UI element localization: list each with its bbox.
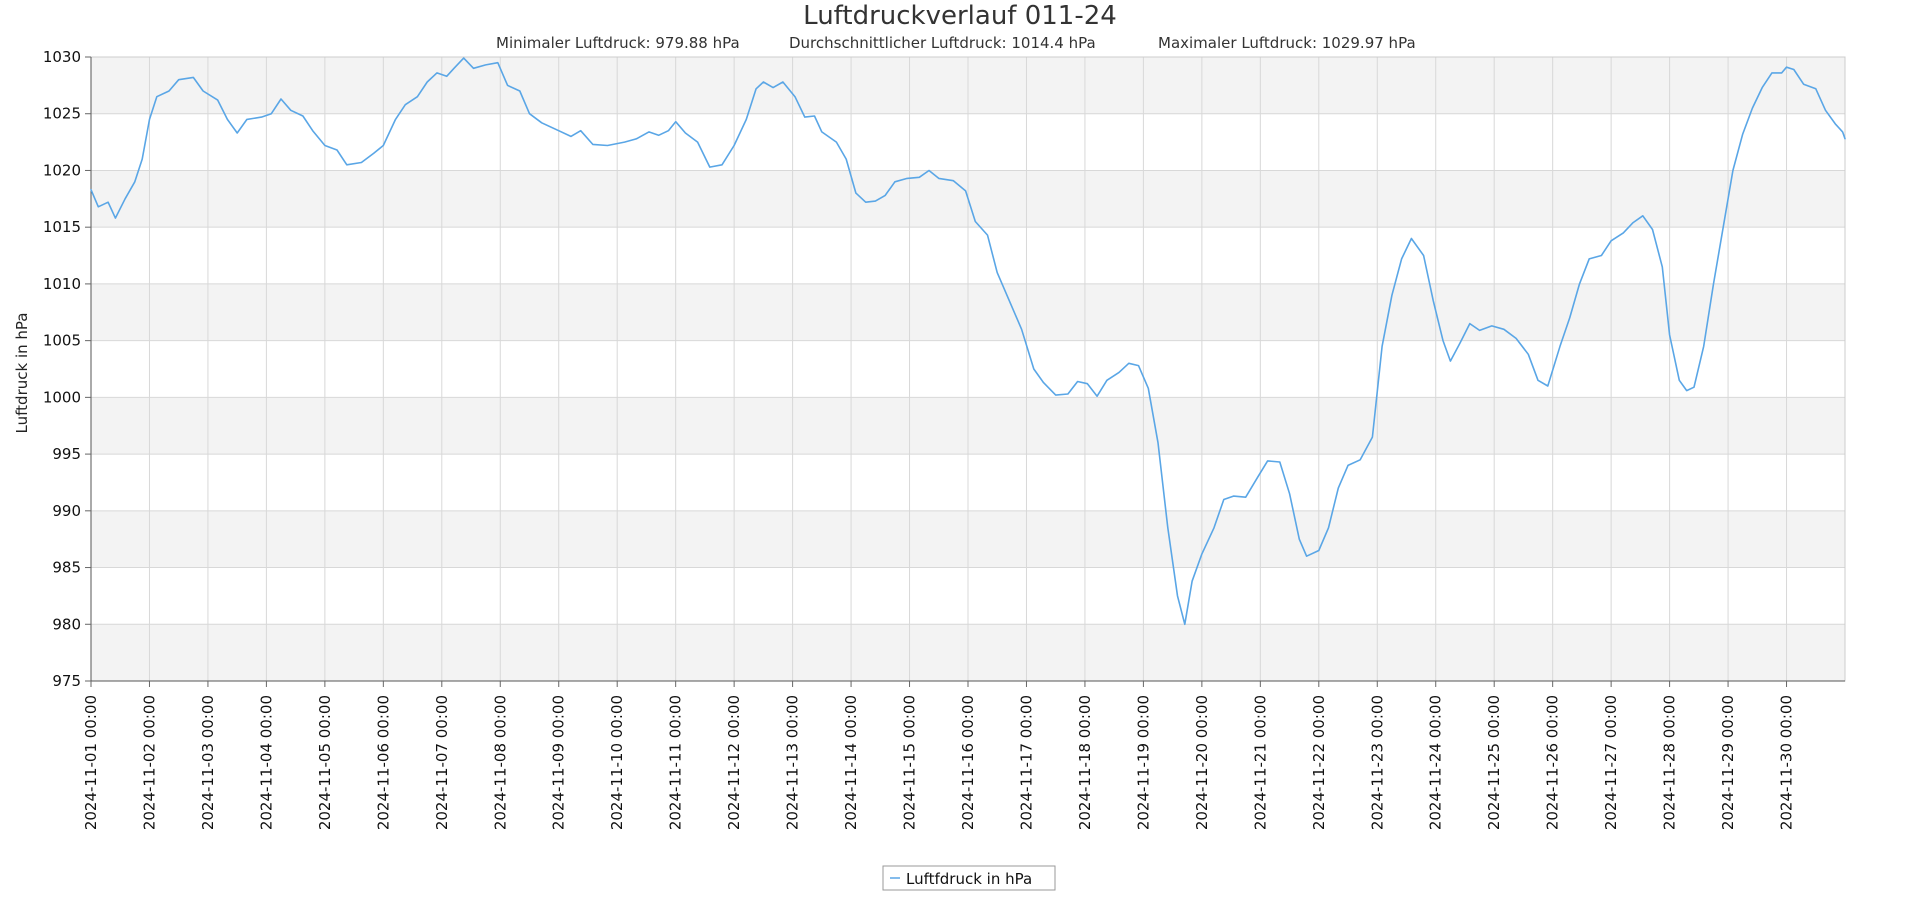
y-axis-ticks: 975 980 985 990 995 1000 1005 1010 1015 1020 1025 1… — [43, 48, 91, 690]
x-axis-ticks: 2024-11-01 00:00 2024-11-02 00:00 2024-11-… — [82, 681, 1796, 830]
x-tick-label: 2024-11-12 00:00 — [725, 695, 743, 830]
x-tick-label: 2024-11-11 00:00 — [667, 695, 685, 830]
x-tick-label: 2024-11-09 00:00 — [550, 695, 568, 830]
stat-avg: Durchschnittlicher Luftdruck: 1014.4 hPa — [789, 34, 1096, 52]
legend[interactable]: Luftfdruck in hPa — [882, 865, 1056, 891]
x-tick-label: 2024-11-20 00:00 — [1193, 695, 1211, 830]
x-tick-label: 2024-11-19 00:00 — [1134, 695, 1152, 830]
y-tick-label: 1005 — [43, 332, 81, 350]
x-tick-label: 2024-11-21 00:00 — [1251, 695, 1269, 830]
x-tick-label: 2024-11-01 00:00 — [82, 695, 100, 830]
x-tick-label: 2024-11-23 00:00 — [1368, 695, 1386, 830]
x-tick-label: 2024-11-25 00:00 — [1485, 695, 1503, 830]
x-tick-label: 2024-11-06 00:00 — [374, 695, 392, 830]
x-tick-label: 2024-11-29 00:00 — [1719, 695, 1737, 830]
x-tick-label: 2024-11-03 00:00 — [199, 695, 217, 830]
y-tick-label: 980 — [52, 615, 81, 633]
y-tick-label: 995 — [52, 445, 81, 463]
legend-label: Luftfdruck in hPa — [906, 870, 1032, 888]
y-tick-label: 975 — [52, 672, 81, 690]
x-tick-label: 2024-11-22 00:00 — [1310, 695, 1328, 830]
series-layer — [90, 57, 1846, 626]
chart-title: Luftdruckverlauf 011-24 — [803, 1, 1117, 31]
x-tick-label: 2024-11-24 00:00 — [1427, 695, 1445, 830]
x-tick-label: 2024-11-10 00:00 — [608, 695, 626, 830]
x-tick-label: 2024-11-16 00:00 — [959, 695, 977, 830]
y-tick-label: 985 — [52, 559, 81, 577]
x-tick-label: 2024-11-28 00:00 — [1661, 695, 1679, 830]
stat-max: Maximaler Luftdruck: 1029.97 hPa — [1158, 34, 1416, 52]
x-tick-label: 2024-11-26 00:00 — [1544, 695, 1562, 830]
x-tick-label: 2024-11-14 00:00 — [842, 695, 860, 830]
x-tick-label: 2024-11-18 00:00 — [1076, 695, 1094, 830]
y-tick-label: 1025 — [43, 105, 81, 123]
x-tick-label: 2024-11-02 00:00 — [140, 695, 158, 830]
series-line-0[interactable] — [90, 57, 1846, 626]
x-tick-label: 2024-11-15 00:00 — [901, 695, 919, 830]
x-tick-label: 2024-11-04 00:00 — [257, 695, 275, 830]
x-tick-label: 2024-11-27 00:00 — [1602, 695, 1620, 830]
y-tick-label: 1010 — [43, 275, 81, 293]
legend-box — [882, 865, 1056, 891]
x-tick-label: 2024-11-30 00:00 — [1778, 695, 1796, 830]
y-tick-label: 1030 — [43, 48, 81, 66]
stat-min: Minimaler Luftdruck: 979.88 hPa — [496, 34, 740, 52]
y-tick-label: 1015 — [43, 218, 81, 236]
x-tick-label: 2024-11-13 00:00 — [784, 695, 802, 830]
y-tick-label: 1020 — [43, 161, 81, 179]
y-axis-label: Luftdruck in hPa — [13, 313, 31, 434]
x-tick-label: 2024-11-05 00:00 — [316, 695, 334, 830]
x-tick-label: 2024-11-08 00:00 — [491, 695, 509, 830]
y-tick-label: 990 — [52, 502, 81, 520]
y-tick-label: 1000 — [43, 388, 81, 406]
x-tick-label: 2024-11-07 00:00 — [433, 695, 451, 830]
x-tick-label: 2024-11-17 00:00 — [1017, 695, 1035, 830]
